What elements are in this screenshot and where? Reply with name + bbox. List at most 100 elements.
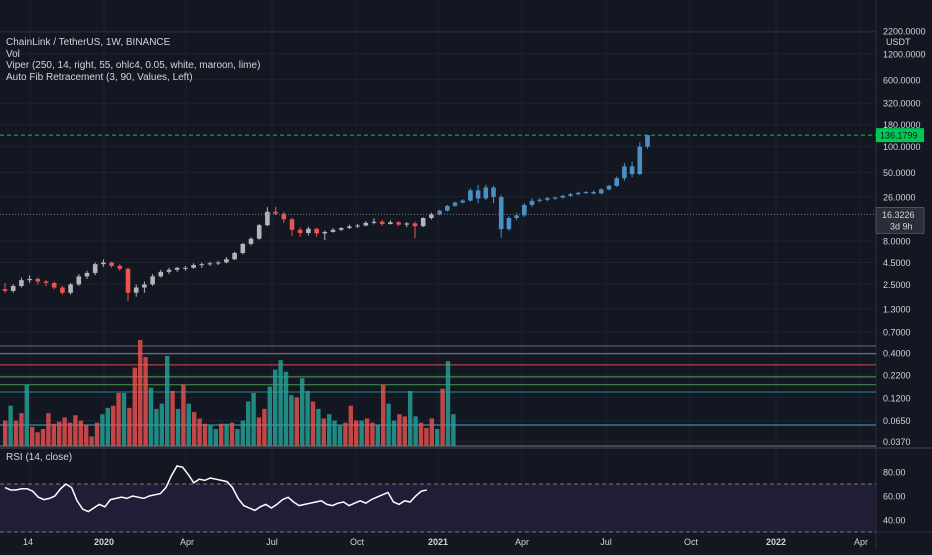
price-candle: [191, 265, 196, 268]
bar-countdown: 3d 9h: [890, 221, 913, 231]
projection-candles: [437, 135, 650, 238]
price-candle: [133, 287, 139, 293]
volume-bar: [116, 393, 121, 446]
volume-bar: [8, 405, 13, 446]
volume-bar: [289, 395, 294, 446]
price-candle: [240, 243, 246, 253]
projection-candle: [583, 191, 589, 193]
volume-bar: [67, 422, 73, 446]
time-axis-label: Oct: [350, 537, 365, 547]
projection-candle: [591, 191, 596, 194]
price-candle: [322, 231, 328, 234]
price-candle: [412, 223, 418, 227]
price-axis-label: 0.0650: [883, 416, 911, 426]
projection-candle: [614, 178, 619, 186]
projection-candle: [483, 187, 489, 199]
symbol-title[interactable]: ChainLink / TetherUS, 1W, BINANCE: [6, 37, 171, 48]
projection-candle: [529, 200, 535, 205]
time-axis-label: Jul: [266, 537, 278, 547]
volume-bar: [321, 418, 326, 446]
price-candle: [330, 229, 336, 232]
volume-bar: [445, 361, 451, 446]
projection-candle: [460, 200, 465, 203]
price-candle: [142, 284, 147, 288]
volume-bar: [348, 405, 353, 446]
volume-bar: [19, 413, 24, 446]
volume-bar: [73, 415, 78, 446]
price-axis-label: 320.0000: [883, 99, 921, 109]
price-candle: [158, 271, 164, 277]
time-axis-label: 2022: [766, 537, 786, 547]
volume-bar: [132, 367, 137, 446]
price-candle: [27, 278, 32, 281]
volume-bar: [246, 401, 251, 446]
price-candle: [43, 281, 49, 283]
viper-indicator-label[interactable]: Viper (250, 14, right, 55, ohlc4, 0.05, …: [6, 60, 261, 71]
rsi-pane: [0, 465, 876, 533]
price-candle: [420, 218, 426, 227]
last-price-value: 16.3226: [882, 210, 915, 220]
projection-candle: [545, 198, 550, 200]
volume-bar: [418, 422, 424, 446]
time-axis-label: Jul: [600, 537, 612, 547]
volume-bar: [51, 423, 56, 446]
volume-bar: [148, 387, 154, 446]
price-unit[interactable]: USDT: [886, 37, 911, 47]
volume-bar: [256, 417, 262, 446]
volume-bar: [100, 414, 105, 446]
price-candle: [273, 211, 278, 214]
volume-bar: [429, 418, 434, 446]
price-candle: [265, 211, 270, 226]
price-candle: [248, 238, 254, 244]
rsi-line: [4, 465, 427, 513]
price-candle: [314, 228, 319, 234]
time-axis-label: Oct: [684, 537, 699, 547]
volume-bar: [305, 390, 310, 446]
price-axis-label: 2.5000: [883, 280, 911, 290]
price-candle: [388, 222, 393, 225]
volume-bar: [343, 422, 348, 446]
projection-candle: [575, 192, 581, 195]
volume-bar: [175, 408, 181, 446]
volume-bar: [229, 422, 235, 446]
volume-bar: [84, 424, 89, 446]
volume-bar: [138, 340, 143, 446]
volume-bar: [208, 424, 213, 446]
volume-bars: [3, 340, 456, 446]
volume-bar: [435, 429, 440, 446]
price-axis-label: 0.7000: [883, 327, 911, 337]
volume-bar: [354, 420, 359, 446]
price-candle: [363, 222, 369, 226]
price-candle: [199, 264, 205, 266]
rsi-axis-label: 60.00: [883, 492, 906, 502]
projection-candle: [445, 205, 450, 211]
price-candle: [396, 222, 401, 225]
projection-candle: [645, 135, 650, 147]
rsi-indicator-label[interactable]: RSI (14, close): [6, 452, 73, 463]
price-candle: [232, 252, 237, 260]
price-candle: [183, 267, 188, 269]
volume-indicator-label[interactable]: Vol: [6, 48, 20, 60]
price-candle: [51, 282, 57, 288]
price-axis-label: 0.4000: [883, 348, 911, 358]
time-axis-label: 14: [23, 537, 33, 547]
fib-indicator-label[interactable]: Auto Fib Retracement (3, 90, Values, Lef…: [6, 71, 193, 83]
projection-candle: [606, 185, 612, 190]
volume-bar: [300, 378, 305, 446]
price-candle: [101, 262, 106, 265]
volume-bar: [170, 390, 175, 446]
volume-bar: [24, 384, 29, 446]
rsi-band: [0, 484, 876, 532]
projection-candle: [537, 199, 542, 201]
volume-bar: [332, 420, 337, 446]
price-candle: [10, 285, 16, 291]
projection-candle: [637, 146, 643, 175]
price-lines: [0, 134, 876, 215]
price-axis-label: 0.0370: [883, 437, 911, 447]
volume-bar: [386, 403, 391, 446]
projection-candle: [552, 197, 558, 199]
time-axis-label: Apr: [515, 537, 529, 547]
price-axis-label: 1200.0000: [883, 49, 926, 59]
